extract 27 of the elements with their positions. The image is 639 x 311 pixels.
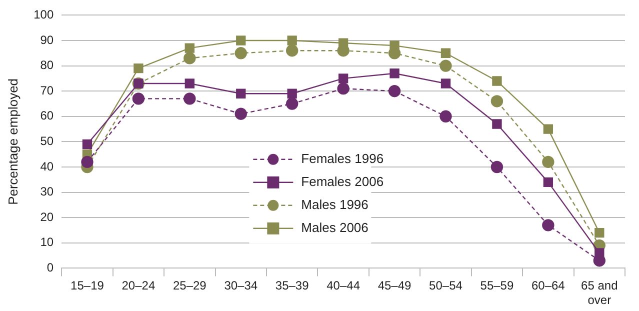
x-tick-label: 15–19 [70, 278, 104, 293]
x-tick-label: 65 and over [581, 278, 618, 308]
y-tick-label: 60 [40, 108, 54, 123]
x-tick-label: 40–44 [326, 278, 360, 293]
x-tick-label: 55–59 [480, 278, 514, 293]
y-tick-label: 30 [40, 184, 54, 199]
y-tick-label: 40 [40, 159, 54, 174]
y-tick-label: 80 [40, 58, 54, 72]
y-tick-label: 100 [34, 8, 54, 22]
y-axis-title: Percentage employed [5, 78, 20, 205]
y-tick-label: 10 [40, 235, 54, 250]
x-tick-label: 35–39 [275, 278, 310, 293]
y-tick-label: 90 [40, 32, 54, 47]
legend-label: Males 2006 [301, 220, 368, 235]
y-tick-label: 50 [40, 134, 54, 148]
x-tick-label: 50–54 [429, 278, 463, 293]
x-tick-label: 20–24 [122, 278, 156, 293]
x-tick-label: 60–64 [531, 278, 566, 293]
y-tick-label: 0 [46, 260, 54, 275]
legend-label: Females 1996 [301, 150, 384, 166]
y-tick-label: 70 [40, 83, 54, 98]
x-tick-label: 25–29 [172, 278, 207, 293]
legend-label: Males 1996 [301, 196, 368, 212]
x-tick-label: 30–34 [224, 278, 258, 293]
legend-label: Females 2006 [301, 174, 384, 189]
y-tick-label: 20 [40, 210, 54, 224]
x-tick-label: 45–49 [378, 278, 412, 293]
